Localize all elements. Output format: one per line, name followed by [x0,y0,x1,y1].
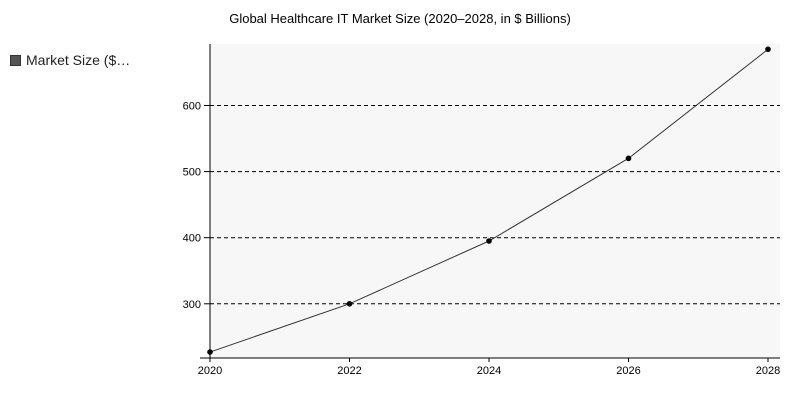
y-tick-label: 600 [183,100,201,112]
tick-labels: 300 400 500 600 2020 2022 2024 2026 2028 [183,100,781,377]
y-tick-label: 400 [183,233,201,245]
axes [200,44,780,362]
data-point [346,300,353,307]
x-tick-label: 2020 [198,365,222,377]
y-tick-label: 300 [183,299,201,311]
series-layer [207,46,771,355]
legend-swatch [10,54,21,66]
grid-lines [210,104,780,305]
legend: Market Size ($… [10,52,130,68]
y-tick-label: 500 [183,167,201,179]
x-tick-label: 2028 [756,365,780,377]
legend-label: Market Size ($… [26,52,131,68]
data-point [486,238,492,244]
data-point [207,349,213,355]
plot-area [210,44,780,358]
x-tick-label: 2026 [616,365,640,377]
data-point [765,46,771,53]
data-point [625,155,632,162]
chart-title: Global Healthcare IT Market Size (2020–2… [229,11,571,26]
x-tick-label: 2022 [337,365,361,377]
x-tick-label: 2024 [477,365,501,377]
